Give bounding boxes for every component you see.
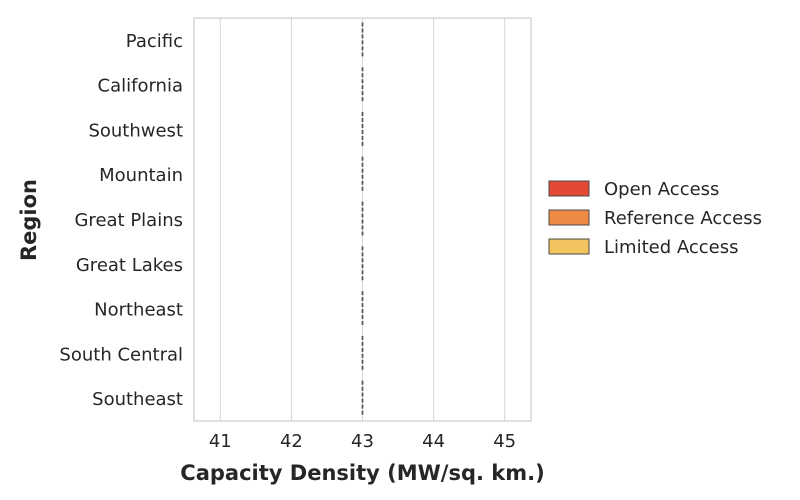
- y-tick-label: South Central: [59, 344, 183, 365]
- grid-lines: [219, 18, 506, 421]
- legend-label: Open Access: [604, 179, 719, 200]
- y-tick-label: California: [98, 76, 183, 97]
- x-tick-label: 43: [351, 431, 374, 452]
- y-tick-label: Great Plains: [74, 210, 183, 231]
- legend-label: Limited Access: [604, 237, 738, 258]
- x-axis-title: Capacity Density (MW/sq. km.): [180, 461, 544, 485]
- x-tick-labels: 41 42 43 44 45: [209, 431, 516, 452]
- x-tick-label: 42: [280, 431, 303, 452]
- y-tick-label: Southeast: [92, 389, 183, 410]
- legend-swatch: [548, 238, 590, 255]
- plot-frame: [193, 17, 532, 422]
- y-tick-label: Great Lakes: [76, 255, 183, 276]
- legend: Open Access Reference Access Limited Acces…: [548, 179, 762, 258]
- x-tick-label: 41: [209, 431, 232, 452]
- y-tick-labels: Pacific California Southwest Mountain Great …: [59, 31, 183, 410]
- y-tick-label: Mountain: [99, 165, 183, 186]
- legend-swatch: [548, 209, 590, 226]
- y-tick-label: Southwest: [88, 120, 183, 141]
- y-axis-title: Region: [17, 179, 41, 261]
- y-tick-label: Pacific: [126, 31, 183, 52]
- legend-label: Reference Access: [604, 208, 762, 229]
- y-tick-label: Northeast: [94, 300, 183, 321]
- x-tick-label: 45: [493, 431, 516, 452]
- legend-swatch: [548, 180, 590, 197]
- x-tick-label: 44: [422, 431, 445, 452]
